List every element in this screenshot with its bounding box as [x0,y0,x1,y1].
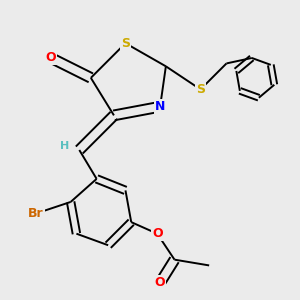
Text: S: S [121,37,130,50]
Text: O: O [155,276,165,289]
Text: N: N [155,100,165,113]
Text: O: O [152,227,163,240]
Text: O: O [45,51,56,64]
Text: Br: Br [28,207,44,220]
Text: S: S [196,83,205,96]
Text: H: H [60,141,70,151]
